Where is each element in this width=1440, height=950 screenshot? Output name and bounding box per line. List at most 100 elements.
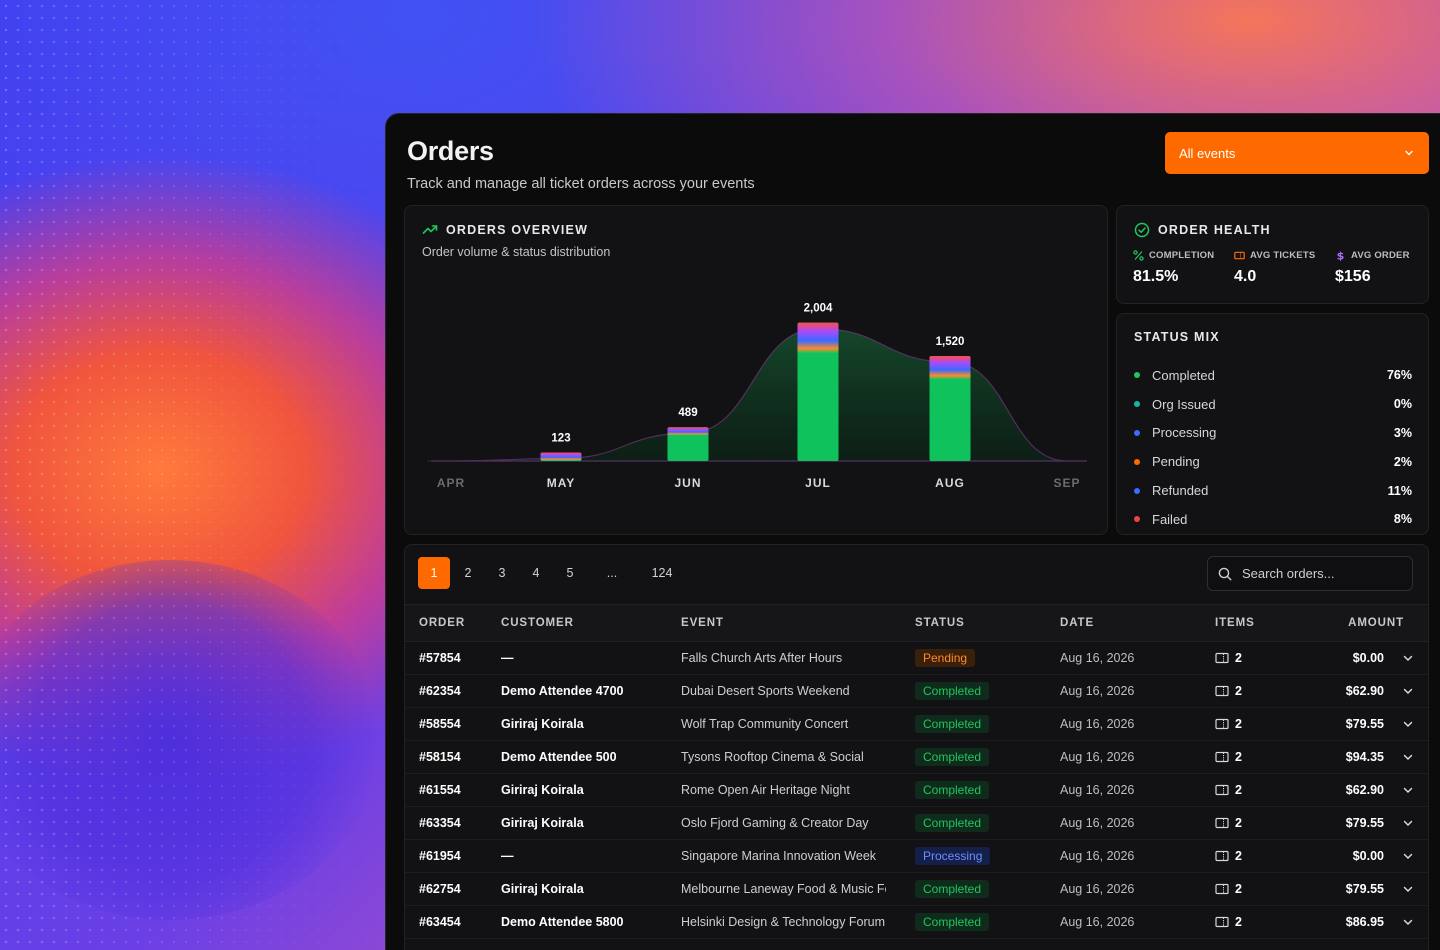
status-badge: Completed bbox=[915, 880, 990, 898]
ticket-icon bbox=[1215, 850, 1229, 862]
orders-overview-subheading: Order volume & status distribution bbox=[422, 245, 611, 259]
orders-table-card: 1 2 3 4 5... 124 Search orders... ORDER CUSTO… bbox=[404, 544, 1429, 950]
event-filter-select[interactable]: All events bbox=[1165, 132, 1429, 174]
expand-row-button[interactable] bbox=[1402, 675, 1414, 707]
expand-row-button[interactable] bbox=[1402, 774, 1414, 806]
search-input[interactable]: Search orders... bbox=[1242, 566, 1335, 581]
expand-row-button[interactable] bbox=[1402, 807, 1414, 839]
chart-tick-label: SEP bbox=[1053, 476, 1080, 490]
event-name: Oslo Fjord Gaming & Creator Day bbox=[681, 816, 869, 830]
status-mix-value: 76% bbox=[1386, 368, 1412, 383]
chart-value-label: 123 bbox=[551, 433, 570, 445]
items-cell: 2 bbox=[1215, 741, 1242, 773]
table-row[interactable]: #63354 Giriraj Koirala Oslo Fjord Gaming &… bbox=[405, 807, 1428, 840]
items-cell: 2 bbox=[1215, 642, 1242, 674]
orders-overview-heading: ORDERS OVERVIEW bbox=[446, 223, 589, 237]
expand-row-button[interactable] bbox=[1402, 642, 1414, 674]
status-badge: Completed bbox=[915, 682, 990, 700]
order-date: Aug 16, 2026 bbox=[1060, 717, 1135, 731]
header-event[interactable]: EVENT bbox=[681, 617, 724, 629]
background-blob bbox=[0, 560, 380, 920]
items-cell: 2 bbox=[1215, 708, 1242, 740]
header-customer[interactable]: CUSTOMER bbox=[501, 617, 574, 629]
ticket-icon bbox=[1215, 718, 1229, 730]
status-mix-card: STATUS MIX Completed 76% Org Issued 0% Proce… bbox=[1116, 313, 1429, 535]
table-row[interactable]: #58154 Demo Attendee 500 Tysons Rooftop Ci… bbox=[405, 741, 1428, 774]
status-cell: Completed bbox=[915, 807, 990, 839]
chevron-down-icon bbox=[1403, 886, 1413, 892]
order-amount: $62.90 bbox=[1345, 684, 1384, 698]
expand-row-button[interactable] bbox=[1402, 873, 1414, 905]
metric-avg-order-label: AVG ORDER bbox=[1351, 250, 1410, 261]
status-mix-item: Org Issued 0% bbox=[1134, 390, 1412, 419]
status-mix-item: Completed 76% bbox=[1134, 361, 1412, 390]
event-name: Melbourne Laneway Food & Music Fest bbox=[681, 882, 886, 896]
event-filter-label: All events bbox=[1179, 145, 1236, 161]
trending-up-icon bbox=[422, 225, 438, 234]
expand-row-button[interactable] bbox=[1402, 741, 1414, 773]
header-items[interactable]: ITEMS bbox=[1215, 617, 1255, 629]
customer-name: — bbox=[501, 849, 514, 863]
chevron-down-icon bbox=[1403, 721, 1413, 727]
table-row[interactable]: #63454 Demo Attendee 5800 Helsinki Design … bbox=[405, 906, 1428, 939]
chart-tick-label: AUG bbox=[935, 476, 965, 490]
page-button[interactable]: 2 bbox=[464, 566, 472, 580]
status-dot bbox=[1134, 487, 1140, 494]
page-button[interactable]: 1 bbox=[418, 557, 450, 589]
ticket-icon bbox=[1215, 652, 1229, 664]
order-date: Aug 16, 2026 bbox=[1060, 651, 1135, 665]
chart-tick-label: JUL bbox=[805, 476, 831, 490]
status-cell: Completed bbox=[915, 906, 990, 938]
metric-completion-label: COMPLETION bbox=[1149, 250, 1215, 261]
status-badge: Completed bbox=[915, 814, 990, 832]
items-count: 2 bbox=[1235, 684, 1242, 698]
status-mix-heading: STATUS MIX bbox=[1134, 330, 1220, 344]
event-name: Tysons Rooftop Cinema & Social bbox=[681, 750, 864, 764]
items-count: 2 bbox=[1235, 882, 1242, 896]
chart-bar-status-stack bbox=[667, 427, 709, 436]
page-button[interactable]: 3 bbox=[498, 566, 506, 580]
expand-row-button[interactable] bbox=[1402, 708, 1414, 740]
header-amount[interactable]: AMOUNT bbox=[1348, 617, 1404, 629]
expand-row-button[interactable] bbox=[1402, 906, 1414, 938]
chevron-down-icon bbox=[1405, 150, 1413, 156]
table-row[interactable]: #61554 Giriraj Koirala Rome Open Air Herit… bbox=[405, 774, 1428, 807]
chart-bar-status-stack bbox=[797, 322, 839, 354]
status-cell: Completed bbox=[915, 774, 990, 806]
header-status[interactable]: STATUS bbox=[915, 617, 965, 629]
status-dot bbox=[1134, 429, 1140, 436]
chevron-down-icon bbox=[1403, 787, 1413, 793]
items-count: 2 bbox=[1235, 915, 1242, 929]
event-name: Rome Open Air Heritage Night bbox=[681, 783, 850, 797]
ticket-icon bbox=[1215, 817, 1229, 829]
order-health-heading: ORDER HEALTH bbox=[1158, 223, 1271, 237]
status-cell: Completed bbox=[915, 708, 990, 740]
page-button[interactable]: 124 bbox=[651, 566, 673, 580]
status-badge: Completed bbox=[915, 781, 990, 799]
chevron-down-icon bbox=[1403, 655, 1413, 661]
page-button[interactable]: 5 bbox=[566, 566, 574, 580]
search-box[interactable]: Search orders... bbox=[1207, 556, 1413, 591]
table-row[interactable]: #58554 Giriraj Koirala Wolf Trap Community… bbox=[405, 708, 1428, 741]
expand-row-button[interactable] bbox=[1402, 840, 1414, 872]
order-date: Aug 16, 2026 bbox=[1060, 882, 1135, 896]
percent-icon bbox=[1133, 250, 1144, 261]
chart-tick-label: MAY bbox=[547, 476, 576, 490]
customer-name: Giriraj Koirala bbox=[501, 783, 584, 797]
chevron-down-icon bbox=[1403, 688, 1413, 694]
table-row[interactable]: #61954 — Singapore Marina Innovation Week P… bbox=[405, 840, 1428, 873]
status-badge: Completed bbox=[915, 748, 990, 766]
status-cell: Processing bbox=[915, 840, 991, 872]
header-order[interactable]: ORDER bbox=[419, 617, 466, 629]
background-dots bbox=[0, 0, 400, 950]
chart-tick-label: JUN bbox=[674, 476, 701, 490]
items-count: 2 bbox=[1235, 783, 1242, 797]
page-button[interactable]: 4 bbox=[532, 566, 540, 580]
status-cell: Completed bbox=[915, 675, 990, 707]
table-row[interactable]: #62754 Giriraj Koirala Melbourne Laneway F… bbox=[405, 873, 1428, 906]
chart-bar-status-stack bbox=[540, 452, 582, 461]
table-row[interactable]: #62354 Demo Attendee 4700 Dubai Desert Spo… bbox=[405, 675, 1428, 708]
order-id: #57854 bbox=[419, 651, 461, 665]
header-date[interactable]: DATE bbox=[1060, 617, 1095, 629]
table-row[interactable]: #57854 — Falls Church Arts After Hours Pend… bbox=[405, 642, 1428, 675]
